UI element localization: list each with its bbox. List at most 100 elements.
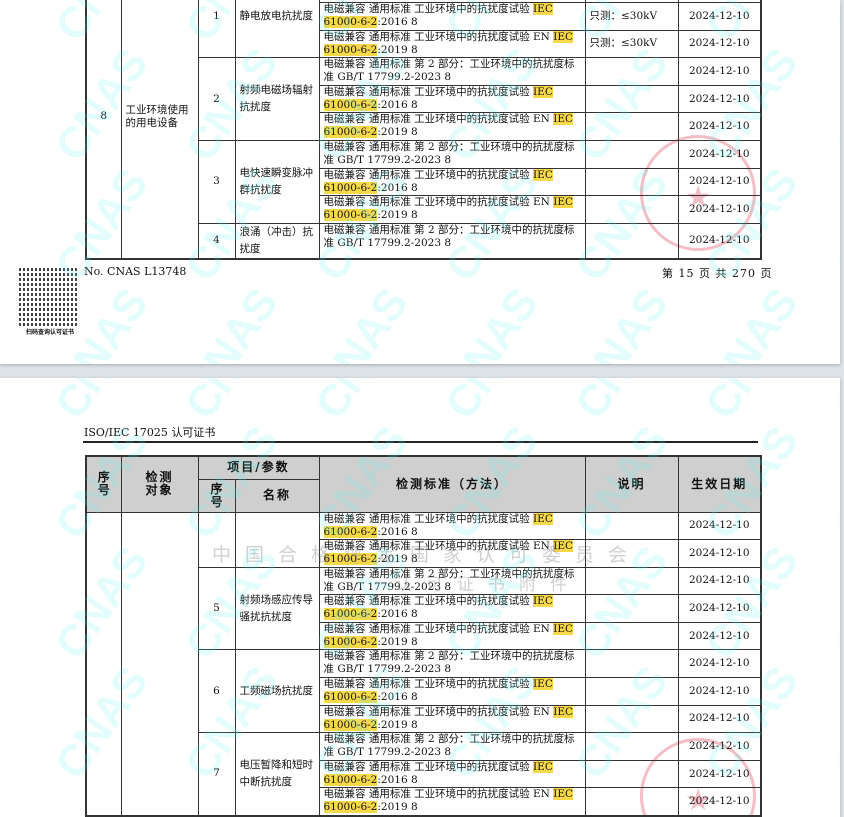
effective-date: 2024-12-10 xyxy=(677,57,762,86)
cnas-watermark: CNAS xyxy=(306,378,418,428)
item-number: 1 xyxy=(197,0,236,59)
test-standard: 电磁兼容 通用标准 工业环境中的抗扰度试验 IEC 61000-6-2:2016… xyxy=(318,2,586,31)
certificate-number: No. CNAS L13748 xyxy=(84,265,187,278)
test-standard: 电磁兼容 通用标准 工业环境中的抗扰度试验 IEC 61000-6-2:2016… xyxy=(318,167,586,197)
note xyxy=(584,112,679,142)
effective-date: 2024-12-10 xyxy=(677,222,762,260)
note xyxy=(584,732,679,761)
note xyxy=(584,704,679,734)
item-number: 4 xyxy=(197,222,236,260)
cnas-watermark: CNAS xyxy=(306,279,418,364)
test-standard: 电磁兼容 通用标准 第 2 部分：工业环境中的抗扰度标 准 GB/T 17799… xyxy=(318,649,586,679)
cnas-watermark: CNAS xyxy=(826,159,840,290)
effective-date: 2024-12-10 xyxy=(677,140,762,169)
effective-date: 2024-12-10 xyxy=(677,649,762,679)
note xyxy=(584,759,679,789)
effective-date: 2024-12-10 xyxy=(677,566,762,596)
header-item-seq: 序号 xyxy=(197,478,236,513)
table-row: 电磁兼容 通用标准 工业环境中的抗扰度试验 EN IEC 61000-6-2:2… xyxy=(86,704,762,734)
scope-table: 序号 检测对象 项目/参数 检测标准（方法） 说明 生效日期 序号 名称 电磁兼… xyxy=(85,455,762,817)
item-name: 工频磁场抗扰度 xyxy=(234,649,320,734)
table-row: 电磁兼容 通用标准 工业环境中的抗扰度试验 IEC 61000-6-2:2016… xyxy=(86,594,762,623)
note xyxy=(584,167,679,197)
cnas-watermark: CNAS xyxy=(826,378,840,428)
header-item-name: 名称 xyxy=(234,478,320,513)
item-number xyxy=(197,511,236,568)
table-row: 4 浪涌（冲击）抗扰度 电磁兼容 通用标准 第 2 部分：工业环境中的抗扰度标 准 … xyxy=(86,222,762,260)
note xyxy=(584,594,679,623)
test-standard: 电磁兼容 通用标准 工业环境中的抗扰度试验 IEC 61000-6-2:2016… xyxy=(318,594,586,623)
test-standard: 电磁兼容 通用标准 工业环境中的抗扰度试验 EN IEC 61000-6-2:2… xyxy=(318,704,586,734)
header-object: 检测对象 xyxy=(120,455,199,513)
item-name: 浪涌（冲击）抗扰度 xyxy=(234,222,320,260)
note xyxy=(584,566,679,596)
table-row: 电磁兼容 通用标准 工业环境中的抗扰度试验 IEC 61000-6-2:2016… xyxy=(86,167,762,197)
effective-date: 2024-12-10 xyxy=(677,167,762,197)
note xyxy=(584,84,679,114)
item-number: 6 xyxy=(197,649,236,734)
note xyxy=(584,649,679,679)
note: 只测：≤30kV xyxy=(584,29,679,59)
item-name: 静电放电抗扰度 xyxy=(234,0,320,59)
test-standard: 电磁兼容 通用标准 工业环境中的抗扰度试验 EN IEC 61000-6-2:2… xyxy=(318,787,586,817)
effective-date: 2024-12-10 xyxy=(677,112,762,142)
test-standard: 电磁兼容 通用标准 第 2 部分：工业环境中的抗扰度标 准 GB/T 17799… xyxy=(318,57,586,86)
cnas-watermark: CNAS xyxy=(566,279,678,364)
cnas-watermark: CNAS xyxy=(176,279,288,364)
table-row: 电磁兼容 通用标准 工业环境中的抗扰度试验 EN IEC 61000-6-2:2… xyxy=(86,539,762,568)
effective-date: 2024-12-10 xyxy=(677,704,762,734)
test-standard: 电磁兼容 通用标准 工业环境中的抗扰度试验 EN IEC 61000-6-2:2… xyxy=(318,112,586,142)
item-name: 电压暂降和短时中断抗扰度 xyxy=(234,732,320,817)
item-name: 射频电磁场辐射抗扰度 xyxy=(234,57,320,142)
cnas-watermark: CNAS xyxy=(46,378,158,428)
effective-date: 2024-12-10 xyxy=(677,511,762,541)
header-note: 说明 xyxy=(584,455,679,513)
effective-date: 2024-12-10 xyxy=(677,759,762,789)
document-header: ISO/IEC 17025 认可证书 xyxy=(84,426,216,439)
center-watermark-subtitle: 认可证书附件 xyxy=(395,575,581,595)
cnas-watermark: CNAS xyxy=(436,279,548,364)
note xyxy=(584,195,679,224)
table-row: 2 射频电磁场辐射抗扰度 电磁兼容 通用标准 第 2 部分：工业环境中的抗扰度标 准… xyxy=(86,57,762,142)
item-number: 3 xyxy=(197,140,236,224)
item-number: 7 xyxy=(197,732,236,817)
effective-date: 2024-12-10 xyxy=(677,2,762,31)
test-object xyxy=(120,511,199,817)
note xyxy=(584,57,679,86)
item-number: 5 xyxy=(197,566,236,651)
test-standard: 电磁兼容 通用标准 工业环境中的抗扰度试验 IEC 61000-6-2:2016… xyxy=(318,84,586,114)
header-rule xyxy=(83,441,758,443)
cnas-watermark: CNAS xyxy=(826,417,840,548)
cnas-watermark: CNAS xyxy=(436,378,548,428)
qr-caption: 扫码查询认可证书 xyxy=(25,329,74,336)
cnas-watermark: CNAS xyxy=(566,378,678,428)
table-row: 电磁兼容 通用标准 工业环境中的抗扰度试验 IEC 61000-6-2:2016… xyxy=(86,2,762,31)
effective-date: 2024-12-10 xyxy=(677,677,762,706)
center-watermark-title: 中国合格评定国家认可委员会 xyxy=(212,544,642,566)
effective-date: 2024-12-10 xyxy=(677,84,762,114)
header-date: 生效日期 xyxy=(677,455,762,513)
effective-date: 2024-12-10 xyxy=(677,29,762,59)
item-number: 2 xyxy=(197,57,236,142)
table-row: 5 射频场感应传导骚扰抗扰度 电磁兼容 通用标准 第 2 部分：工业环境中的抗扰度标… xyxy=(86,566,762,651)
test-standard: 电磁兼容 通用标准 第 2 部分：工业环境中的抗扰度标 准 GB/T 17799… xyxy=(318,140,586,169)
cnas-watermark: CNAS xyxy=(826,0,840,50)
note xyxy=(584,621,679,651)
header-seq: 序号 xyxy=(85,455,122,513)
note xyxy=(584,677,679,706)
header-item-param: 项目/参数 xyxy=(197,455,320,480)
test-standard: 电磁兼容 通用标准 工业环境中的抗扰度试验 EN IEC 61000-6-2:2… xyxy=(318,195,586,224)
test-standard: 电磁兼容 通用标准 工业环境中的抗扰度试验 EN IEC 61000-6-2:2… xyxy=(318,29,586,59)
table-row: 电磁兼容 通用标准 工业环境中的抗扰度试验 IEC 61000-6-2:2016… xyxy=(85,511,762,817)
test-standard: 电磁兼容 通用标准 工业环境中的抗扰度试验 IEC 61000-6-2:2016… xyxy=(318,677,586,706)
item-name: 电快速瞬变脉冲群抗扰度 xyxy=(234,140,320,224)
table-row: 7 电压暂降和短时中断抗扰度 电磁兼容 通用标准 第 2 部分：工业环境中的抗扰度标… xyxy=(86,732,762,817)
group-number xyxy=(85,511,122,817)
effective-date: 2024-12-10 xyxy=(677,594,762,623)
cnas-watermark: CNAS xyxy=(826,537,840,668)
note xyxy=(584,511,679,541)
note: 只测：≤30kV xyxy=(584,2,679,31)
note xyxy=(584,140,679,169)
